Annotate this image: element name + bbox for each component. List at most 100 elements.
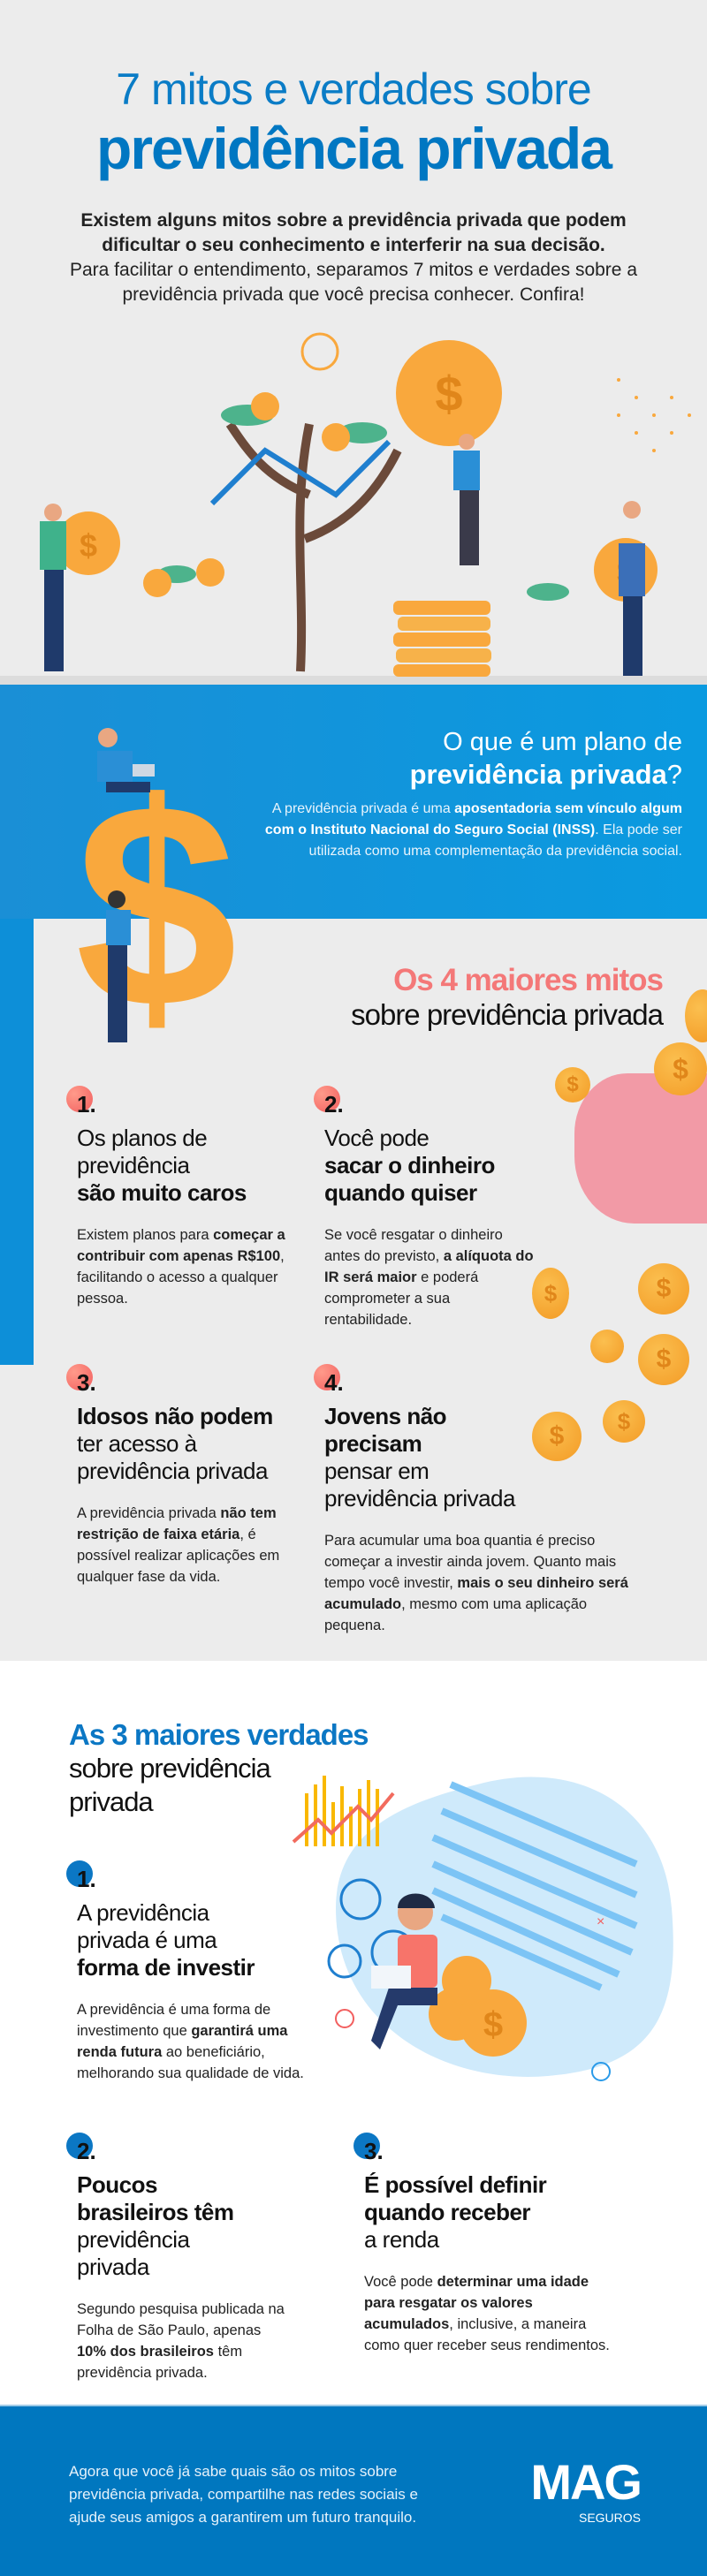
text: , mesmo com uma aplicação pequena. [324,1596,588,1633]
mag-logo[interactable]: MAG SEGUROS [508,2454,642,2526]
intro-text: Existem alguns mitos sobre a previdência… [53,208,654,307]
what-is-block: O que é um plano de previdência privada?… [240,726,682,862]
footer [0,2405,707,2576]
number-dot [354,2133,380,2159]
number-dot [66,2133,93,2159]
truth-item: 2. Poucos brasileiros têm previdência pri… [66,2133,287,2383]
myth-item: 3. Idosos não podem ter acesso à previdên… [66,1364,305,1587]
stripes [431,1781,638,1991]
item-number: 1. [77,1866,96,1892]
number-dot [66,1086,93,1112]
dollar-coin-icon: $ [532,1412,582,1461]
truth-item: 1. A previdência privada é uma forma de i… [66,1860,305,2084]
myths-title-regular: sobre previdência privada [351,998,664,1031]
chart-line [209,439,392,506]
person-right [619,501,645,676]
page-title-line1: 7 mitos e verdades sobre [116,64,591,114]
item-number: 3. [364,2138,384,2164]
hero-section [0,0,707,685]
piggy-bank-icon [574,1073,707,1224]
text-bold: determinar uma idade para resgatar os va… [364,2274,589,2332]
close-mark-icon: × [597,1914,604,1929]
people-illustration [97,728,155,1042]
dollar-coin-icon: $ [638,1334,689,1385]
dollar-coin-icon: $ [603,1400,645,1443]
myths-title: Os 4 maiores mitos sobre previdência pri… [351,963,664,1032]
text-bold: 10% dos brasileiros [77,2344,214,2360]
dollar-coin-icon [251,392,279,420]
ring-icon [591,2062,611,2081]
dollar-coin-icon: $ [654,1042,707,1095]
dollar-coin-icon [590,1330,624,1363]
item-head: a renda [364,2226,439,2253]
item-number: 3. [77,1369,96,1396]
number-dot [66,1364,93,1390]
dollar-coin-icon [460,1989,527,2057]
text: e poderá comprometer a sua rentabilidade… [324,1269,479,1328]
item-head-bold: É possível definir quando receber [364,2171,547,2225]
item-number: 1. [77,1091,96,1118]
ground [0,676,707,685]
text-bold: mais o seu dinheiro será acumulado [324,1575,628,1612]
text-bold: começar a contribuir com apenas R$100 [77,1227,285,1264]
dollar-sign-icon: $ [75,742,238,1068]
dollar-coin-icon [143,569,171,597]
item-head: previdência privada [77,2226,190,2280]
leaf [338,422,387,443]
logo-text: MAG [530,2454,642,2510]
text: Se você resgatar o dinheiro antes do pre… [324,1227,503,1264]
text: Segundo pesquisa publicada na Folha de S… [77,2301,285,2338]
myths-card [34,919,707,1661]
dollar-coin-icon: $ [638,1263,689,1315]
logo-subtitle: SEGUROS [578,2511,641,2525]
dollar-coin-icon: $ [555,1067,590,1102]
text: têm previdência privada. [77,2344,243,2381]
person-top [453,434,480,565]
item-head: A previdência privada é uma [77,1899,217,1953]
leaf [527,583,569,601]
item-head-bold: sacar o dinheiro quando quiser [324,1152,495,1206]
text-bold: a alíquota do IR será maior [324,1248,534,1285]
page-title-line2: previdência privada [96,116,612,181]
ring-icon [300,332,339,371]
text: Existem planos para [77,1227,214,1243]
text: ao beneficiário, melhorando sua qualidad… [77,2044,304,2081]
truths-title-regular: sobre previdência privada [69,1753,271,1817]
item-head: ter acesso à previdência privada [77,1430,268,1484]
text: A previdência privada é uma [271,801,455,816]
hero-illustration: $ $ $ [0,332,707,685]
dot-pattern [617,378,691,452]
truths-title-bold: As 3 maiores verdades [69,1718,369,1751]
item-head: pensar em previdência privada [324,1458,515,1512]
gear-icon [339,1878,382,1921]
text: , é possível realizar aplicações em qual… [77,1527,280,1585]
intro-bold: Existem alguns mitos sobre a previdência… [80,210,627,255]
myth-item: 1. Os planos de previdência são muito car… [66,1086,305,1309]
dollar-coin-icon [196,558,224,587]
dollar-coin-icon [57,511,120,575]
person-legs [371,1988,437,2049]
svg-text:$: $ [483,2005,503,2044]
what-is-body: A previdência privada é uma aposentadori… [240,799,682,862]
text-bold: aposentadoria sem vínculo algum com o In… [264,801,682,837]
ring-icon [335,2009,354,2028]
text-bold: garantirá uma renda futura [77,2023,288,2060]
item-head-bold: Poucos brasileiros têm [77,2171,234,2225]
number-dot [314,1364,340,1390]
what-is-title-bold: previdência privada [409,759,667,790]
text: Para acumular uma boa quantia é preciso … [324,1533,617,1591]
text: , facilitando o acesso a qualquer pessoa… [77,1248,285,1307]
svg-text:$: $ [435,366,462,421]
what-is-section [0,685,707,919]
text: Você pode [364,2274,437,2290]
text: , inclusive, a maneira como quer receber… [364,2316,610,2353]
intro-regular: Para facilitar o entendimento, separamos… [69,260,637,305]
number-dot [66,1860,93,1887]
item-head-bold: são muito caros [77,1179,247,1206]
item-number: 2. [77,2138,96,2164]
blue-side-band [0,919,34,1365]
truth-item: 3. É possível definir quando receber a re… [354,2133,619,2356]
dollar-coin-icon: $ [532,1268,569,1319]
myth-item: 2. Você pode sacar o dinheiro quando quis… [314,1086,535,1330]
item-head-bold: Idosos não podem [77,1403,273,1429]
